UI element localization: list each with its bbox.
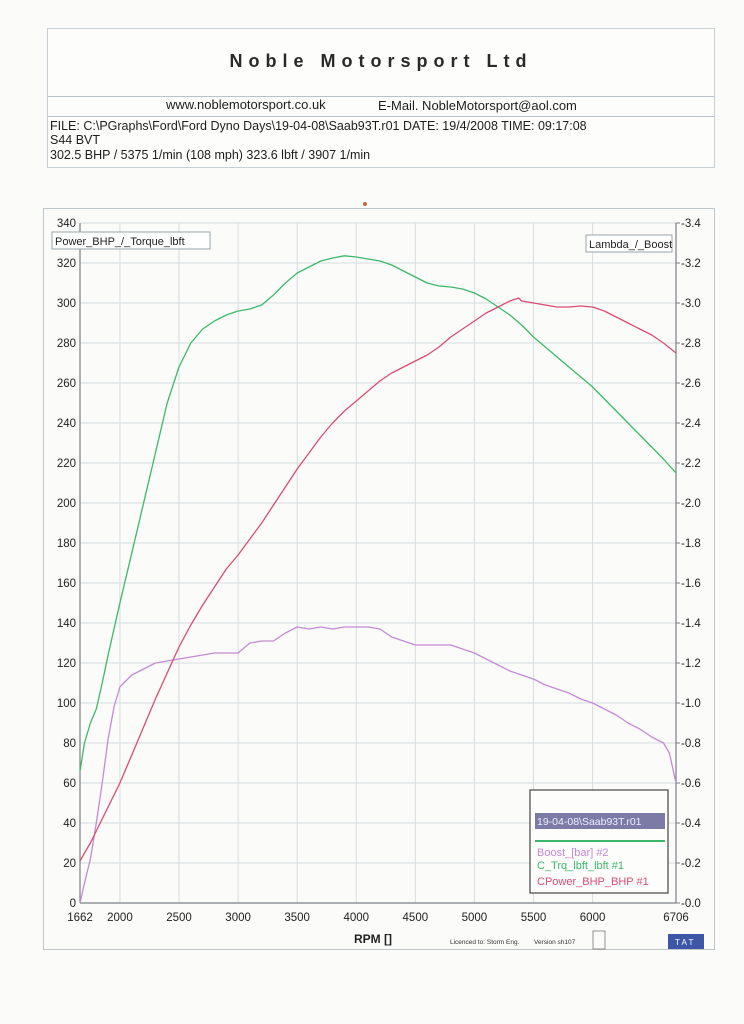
left-axis-label: Power_BHP_/_Torque_lbft [55, 236, 185, 248]
y-tick-left: 320 [57, 258, 76, 270]
x-tick: 4500 [403, 912, 429, 924]
right-axis-label-box [585, 234, 673, 253]
x-tick: 6000 [580, 912, 606, 924]
legend-entry-power: CPower_BHP_BHP #1 [537, 876, 649, 888]
legend-title-bar [535, 813, 665, 829]
left-axis-label-box [51, 231, 211, 250]
y-tick-left: 260 [57, 378, 76, 390]
legend-entry-torque: C_Trq_lbft_lbft #1 [537, 860, 624, 872]
footer-bracket [592, 930, 606, 950]
x-tick: 3500 [284, 912, 310, 924]
x-tick: 5000 [462, 912, 488, 924]
version-text: Version sh107 [534, 939, 576, 946]
x-tick: 4000 [343, 912, 369, 924]
y-tick-right: -0.0 [681, 898, 701, 910]
y-tick-left: 120 [57, 658, 76, 670]
peak-summary: 302.5 BHP / 5375 1/min (108 mph) 323.6 l… [50, 148, 371, 162]
legend-entry-boost: Boost_[bar] #2 [537, 847, 609, 859]
y-tick-right: -3.2 [681, 258, 701, 270]
y-tick-right: -2.0 [681, 498, 701, 510]
y-tick-left: 280 [57, 338, 76, 350]
y-tick-right: -1.2 [681, 658, 701, 670]
y-tick-right: -1.6 [681, 578, 701, 590]
y-tick-left: 300 [57, 298, 76, 310]
file-info: FILE: C:\PGraphs\Ford\Ford Dyno Days\19-… [50, 119, 587, 133]
y-tick-right: -3.0 [681, 298, 701, 310]
x-tick: 2000 [107, 912, 133, 924]
y-tick-right: -2.2 [681, 458, 701, 470]
email-text: E-Mail. NobleMotorsport@aol.com [378, 98, 577, 113]
y-tick-left: 220 [57, 458, 76, 470]
website-text: www.noblemotorsport.co.uk [166, 97, 326, 112]
y-tick-right: -1.4 [681, 618, 701, 630]
y-tick-left: 160 [57, 578, 76, 590]
chart-legend: 19-04-08\Saab93T.r01 Boost_[bar] #2 C_Tr… [529, 789, 669, 894]
y-tick-right: -0.8 [681, 738, 701, 750]
y-tick-left: 100 [57, 698, 76, 710]
y-tick-right: -3.4 [681, 218, 701, 230]
right-axis-label: Lambda_/_Boost [589, 239, 672, 251]
header-divider [48, 116, 714, 117]
x-tick: 1662 [67, 912, 93, 924]
x-tick: 5500 [521, 912, 547, 924]
header-panel: Noble Motorsport Ltd www.noblemotorsport… [47, 28, 715, 168]
y-tick-left: 240 [57, 418, 76, 430]
axes: 0 20 40 60 80 100 120 140 160 180 200 220 240 260 280 3… [57, 218, 702, 924]
y-tick-right: -0.6 [681, 778, 701, 790]
boost-line [79, 626, 677, 904]
y-tick-right: -2.8 [681, 338, 701, 350]
x-tick: 2500 [166, 912, 192, 924]
tat-badge [668, 934, 704, 949]
power-line [79, 297, 677, 862]
series-group [79, 255, 677, 904]
scan-speck [363, 202, 367, 206]
y-tick-left: 340 [57, 218, 76, 230]
y-tick-left: 80 [63, 738, 76, 750]
y-tick-right: -0.4 [681, 818, 701, 830]
x-axis-label: RPM [] [354, 932, 392, 946]
company-name: Noble Motorsport Ltd [229, 51, 533, 71]
x-tick: 6706 [663, 912, 689, 924]
licence-text: Licenced to: Storm Eng. [450, 939, 520, 946]
header-divider [48, 96, 714, 97]
y-tick-left: 180 [57, 538, 76, 550]
y-tick-left: 0 [70, 898, 76, 910]
legend-title: 19-04-08\Saab93T.r01 [537, 816, 642, 828]
y-tick-left: 40 [63, 818, 76, 830]
tat-badge-text: T A T [675, 938, 693, 947]
y-tick-left: 20 [63, 858, 76, 870]
y-tick-right: -1.0 [681, 698, 701, 710]
y-tick-right: -2.6 [681, 378, 701, 390]
chart-frame [43, 208, 715, 950]
y-tick-left: 140 [57, 618, 76, 630]
y-tick-right: -2.4 [681, 418, 701, 430]
x-tick: 3000 [225, 912, 251, 924]
y-tick-right: -0.2 [681, 858, 701, 870]
y-tick-left: 200 [57, 498, 76, 510]
y-tick-left: 60 [63, 778, 76, 790]
vehicle-id: S44 BVT [50, 133, 101, 147]
y-tick-right: -1.8 [681, 538, 701, 550]
torque-line [79, 255, 677, 772]
